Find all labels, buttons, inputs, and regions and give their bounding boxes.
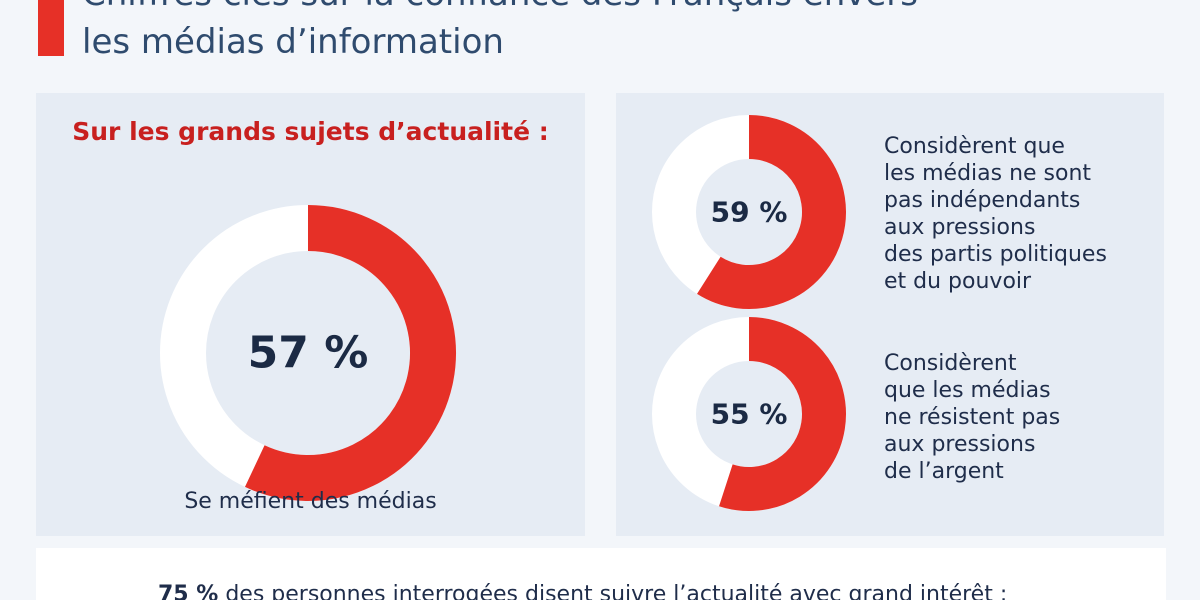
bottom-highlight: 75 % — [158, 582, 219, 600]
title-accent-bar — [38, 0, 64, 56]
bottom-statement: 75 % des personnes interrogées disent su… — [158, 582, 1007, 600]
donut-chart-money: 55 % — [652, 317, 846, 511]
stat-money-text: Considèrent que les médias ne résistent … — [884, 351, 1061, 484]
donut-slice-value — [245, 205, 456, 501]
donut-chart-main: 57 % — [160, 205, 456, 501]
stat-independence-text: Considèrent que les médias ne sont pas i… — [884, 134, 1107, 294]
bottom-text: des personnes interrogées disent suivre … — [218, 582, 1008, 600]
donut-slice-value — [697, 115, 846, 309]
donut-chart-independence: 59 % — [652, 115, 846, 309]
right-panel: 59 % Considèrent que les médias ne sont … — [616, 93, 1164, 536]
donut-value-label: 57 % — [248, 328, 369, 379]
left-panel-caption: Se méfient des médias — [184, 489, 437, 514]
title-line-1: Chiffres clés sur la confiance des Franç… — [82, 0, 918, 18]
left-panel-heading: Sur les grands sujets d’actualité : — [72, 117, 549, 146]
donut-value-label: 55 % — [711, 398, 788, 431]
left-panel: Sur les grands sujets d’actualité : 57 %… — [36, 93, 585, 536]
bottom-panel: 75 % des personnes interrogées disent su… — [36, 548, 1166, 600]
donut-value-label: 59 % — [711, 196, 788, 229]
page-title: Chiffres clés sur la confiance des Franç… — [82, 0, 918, 66]
donut-slice-value — [719, 317, 846, 511]
title-line-2: les médias d’information — [82, 22, 504, 62]
